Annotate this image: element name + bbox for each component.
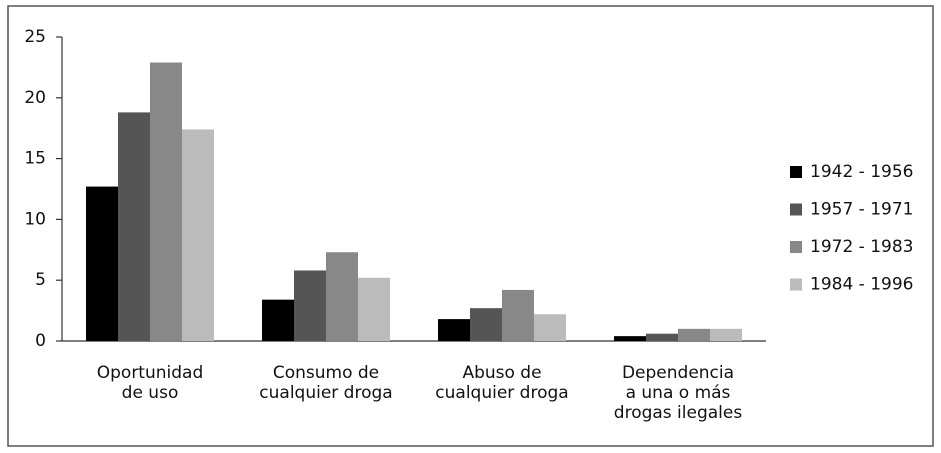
bar (678, 328, 710, 341)
y-tick-label: 15 (24, 149, 46, 169)
y-tick-label: 25 (24, 27, 46, 47)
bar (262, 299, 294, 341)
legend-label: 1984 - 1996 (810, 275, 913, 295)
bar (646, 333, 678, 341)
bar (502, 289, 534, 341)
legend-swatch (790, 166, 802, 178)
bar (470, 308, 502, 341)
legend-label: 1957 - 1971 (810, 200, 913, 220)
x-tick-label: Abuso de cualquier droga (435, 363, 568, 403)
bar (294, 270, 326, 341)
x-tick-label: Dependencia a una o más drogas ilegales (614, 363, 743, 423)
legend-label: 1972 - 1983 (810, 237, 913, 257)
bar (358, 277, 390, 341)
bar (118, 112, 150, 341)
y-tick-label: 10 (24, 209, 46, 229)
x-tick-label: Consumo de cualquier droga (259, 363, 392, 403)
bar (150, 62, 182, 341)
bar (86, 186, 118, 341)
bar (326, 252, 358, 341)
bar (534, 314, 566, 341)
legend-swatch (790, 278, 802, 291)
bar (710, 328, 742, 341)
bar (438, 319, 470, 341)
x-tick-label: Oportunidad de uso (97, 363, 204, 403)
legend-swatch (790, 241, 802, 253)
y-tick-label: 5 (35, 270, 46, 290)
legend-label: 1942 - 1956 (810, 162, 913, 182)
legend-swatch (790, 203, 802, 216)
y-tick-label: 0 (35, 331, 46, 351)
bar (614, 336, 646, 341)
bar (182, 129, 214, 341)
y-tick-label: 20 (24, 88, 46, 108)
